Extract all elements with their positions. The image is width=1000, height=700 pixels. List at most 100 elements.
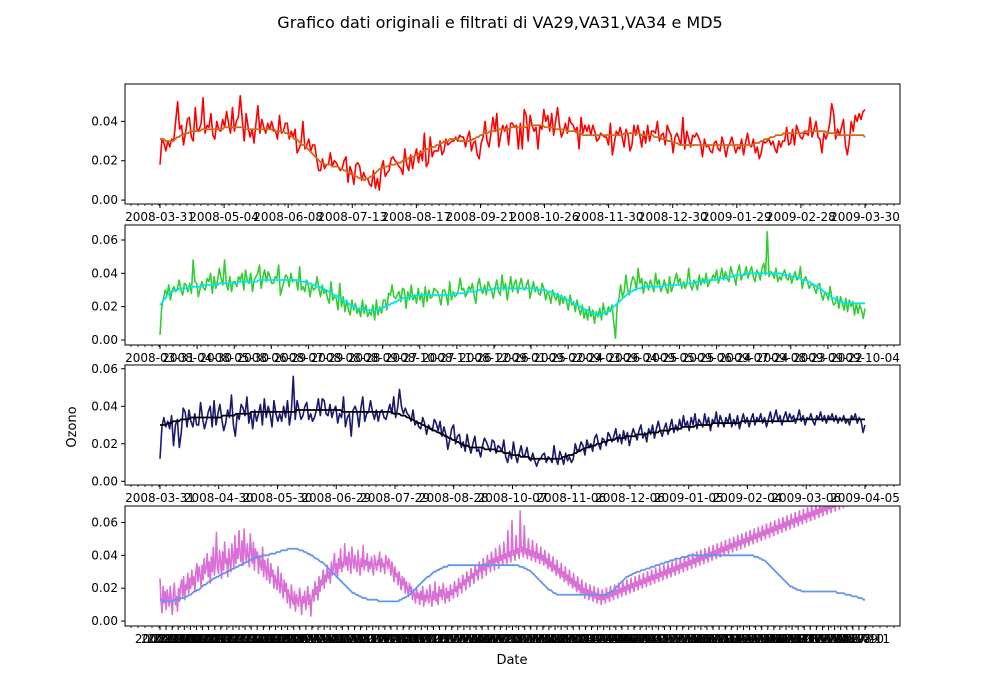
x-tick-label: 2008-10-26	[510, 210, 580, 224]
x-tick-label: 2017-09	[828, 632, 878, 646]
x-tick-label: 2010-06	[299, 632, 349, 646]
y-tick-label: 0.04	[91, 399, 118, 413]
x-tick-label: 2009-03-26	[570, 351, 640, 365]
x-tick-label: 2013-07	[524, 632, 574, 646]
x-tick-label: 2008-08-28	[419, 491, 489, 505]
x-tick-label: 2017-11	[840, 632, 890, 646]
x-tick-label: 2013-03	[500, 632, 550, 646]
y-tick-label: 0.02	[91, 581, 118, 595]
x-tick-label: 2009-05-25	[645, 351, 715, 365]
raw-series-line-4	[159, 506, 849, 617]
x-tick-label: 2011-10	[396, 632, 446, 646]
x-tick-label: 2009-08-23	[756, 351, 826, 365]
x-tick-label: 2014-12	[627, 632, 677, 646]
x-tick-label: 2016-06	[737, 632, 787, 646]
plot-frame	[124, 83, 901, 205]
x-tick-label: 2016-10	[761, 632, 811, 646]
x-tick-label: 2013-01	[487, 632, 537, 646]
y-tick-label: 0.06	[91, 515, 118, 529]
x-tick-label: 2010-07	[305, 632, 355, 646]
raw-series-line-3	[159, 375, 866, 468]
figure-title: Grafico dati originali e filtrati di VA2…	[277, 13, 722, 32]
x-tick-label: 2009-07	[232, 632, 282, 646]
x-tick-label: 2008-12-06	[595, 491, 665, 505]
x-tick-label: 2011-07	[378, 632, 428, 646]
x-tick-label: 2011-12	[408, 632, 458, 646]
x-tick-label: 2013-11	[548, 632, 598, 646]
x-tick-label: 2009-03	[208, 632, 258, 646]
x-tick-label: 2010-03	[281, 632, 331, 646]
x-tick-label: 2017-03	[791, 632, 841, 646]
x-tick-label: 2014-04	[579, 632, 629, 646]
x-tick-label: 2008-10	[177, 632, 227, 646]
x-tick-label: 2010-08	[311, 632, 361, 646]
subplots: 0.000.020.042008-03-312008-05-042008-06-…	[91, 83, 901, 646]
x-tick-label: 2010-05	[293, 632, 343, 646]
x-tick-label: 2017-08	[822, 632, 872, 646]
x-tick-label: 2008-05-30	[243, 491, 313, 505]
x-tick-label: 2013-09	[536, 632, 586, 646]
x-tick-label: 2011-01	[342, 632, 392, 646]
subplot-3: 0.000.020.040.062008-03-312008-04-302008…	[91, 362, 901, 505]
x-tick-label: 2009-09	[244, 632, 294, 646]
x-tick-label: 2010-02	[275, 632, 325, 646]
plot-frame	[124, 224, 901, 346]
x-tick-label: 2012-10	[469, 632, 519, 646]
x-tick-label: 2012-03	[427, 632, 477, 646]
x-tick-label: 2009-08	[238, 632, 288, 646]
x-tick-label: 2016-07	[743, 632, 793, 646]
x-tick-label: 2013-04	[506, 632, 556, 646]
x-tick-label: 2008-08-28	[311, 351, 381, 365]
x-tick-label: 2015-04	[652, 632, 702, 646]
x-tick-label: 2009-10	[250, 632, 300, 646]
x-tick-label: 2015-11	[694, 632, 744, 646]
x-tick-label: 2017-07	[816, 632, 866, 646]
x-tick-label: 2015-06	[664, 632, 714, 646]
x-tick-label: 2017-02	[785, 632, 835, 646]
x-tick-label: 2009-10-04	[830, 351, 900, 365]
filtered-series-line-4	[160, 547, 865, 603]
x-tick-label: 2012-12	[481, 632, 531, 646]
x-tick-label: 2008-12-26	[459, 351, 529, 365]
x-tick-label: 2009-09-22	[793, 351, 863, 365]
x-tick-label: 2010-09	[317, 632, 367, 646]
x-tick-label: 2011-05	[366, 632, 416, 646]
x-tick-label: 2008-09-27	[348, 351, 418, 365]
x-tick-label: 2008-06-08	[253, 210, 323, 224]
x-tick-label: 2011-04	[360, 632, 410, 646]
x-tick-label: 2011-09	[390, 632, 440, 646]
x-tick-label: 2013-06	[518, 632, 568, 646]
x-tick-label: 2013-02	[494, 632, 544, 646]
x-tick-label: 2013-12	[554, 632, 604, 646]
x-tick-label: 2016-08	[749, 632, 799, 646]
x-tick-label: 2014-07	[597, 632, 647, 646]
x-tick-label: 2013-08	[530, 632, 580, 646]
x-tick-label: 2009-01-05	[654, 491, 724, 505]
x-tick-label: 2009-11	[256, 632, 306, 646]
x-tick-label: 2017-04	[797, 632, 847, 646]
x-tick-label: 2008-05	[147, 632, 197, 646]
x-tick-label: 2015-05	[658, 632, 708, 646]
x-tick-label: 2011-11	[402, 632, 452, 646]
x-tick-label: 2017-05	[803, 632, 853, 646]
x-tick-label: 2008-04	[141, 632, 191, 646]
x-axis-label: Date	[496, 653, 527, 668]
x-tick-label: 2016-03	[718, 632, 768, 646]
x-tick-label: 2014-05	[585, 632, 635, 646]
filtered-series-line-3	[160, 409, 865, 460]
raw-series-line-2	[159, 230, 866, 340]
y-tick-label: 0.02	[91, 154, 118, 168]
x-tick-label: 2008-04-30	[184, 491, 254, 505]
x-tick-label: 2012-05	[439, 632, 489, 646]
x-tick-label: 2015-12	[700, 632, 750, 646]
x-tick-label: 2009-01-25	[496, 351, 566, 365]
x-tick-label: 2009-12	[263, 632, 313, 646]
y-tick-label: 0.00	[91, 333, 118, 347]
x-tick-label: 2014-09	[609, 632, 659, 646]
x-tick-label: 2009-04-25	[607, 351, 677, 365]
x-tick-label: 2008-12	[190, 632, 240, 646]
x-tick-label: 2012-08	[457, 632, 507, 646]
x-tick-label: 2014-06	[591, 632, 641, 646]
y-tick-label: 0.00	[91, 474, 118, 488]
x-tick-label: 2010-11	[329, 632, 379, 646]
